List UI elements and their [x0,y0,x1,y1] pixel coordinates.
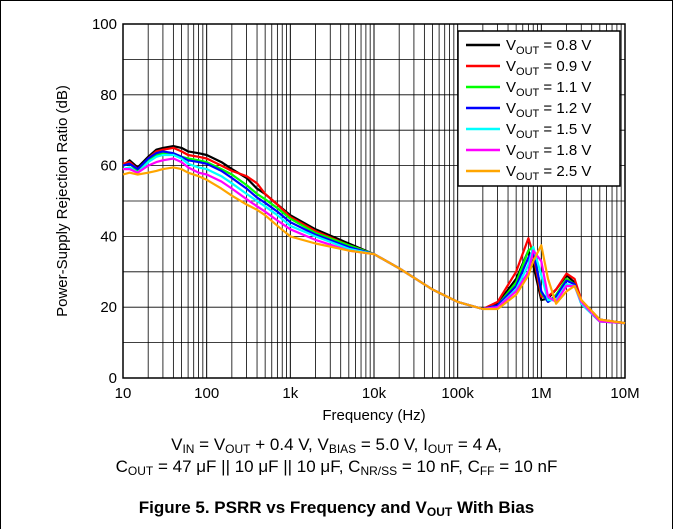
y-tick-label: 0 [109,370,117,387]
legend-label-4: VOUT = 1.5 V [506,121,591,141]
frame-left-border [0,0,1,529]
y-tick-label: 100 [92,16,117,33]
test-conditions-line-1: VIN = VOUT + 0.4 V, VBIAS = 5.0 V, IOUT … [171,435,502,456]
plot-frame [122,23,626,379]
x-tick-label: 1M [531,385,552,402]
series-line-4 [122,153,626,325]
series-line-6 [122,166,626,325]
x-tick-label: 10 [115,385,132,402]
legend-label-2: VOUT = 1.1 V [506,79,591,99]
x-tick-label: 10M [610,385,639,402]
test-conditions-line-2: COUT = 47 μF || 10 μF || 10 μF, CNR/SS =… [115,457,558,478]
legend-label-3: VOUT = 1.2 V [506,100,591,120]
y-tick-label: 60 [100,158,117,175]
x-axis-label: Frequency (Hz) [322,407,425,424]
x-tick-label: 100 [194,385,219,402]
y-tick-label: 80 [100,87,117,104]
figure-title: Figure 5. PSRR vs Frequency and VOUT Wit… [138,498,535,519]
x-tick-label: 100k [441,385,474,402]
legend-label-1: VOUT = 0.9 V [506,58,591,78]
x-tick-label: 10k [362,385,387,402]
series-line-3 [122,150,626,325]
y-tick-label: 20 [100,299,117,316]
legend-label-6: VOUT = 2.5 V [506,163,591,183]
legend-label-5: VOUT = 1.8 V [506,142,591,162]
y-axis-label: Power-Supply Rejection Ratio (dB) [54,85,71,317]
psrr-chart: 10 100 1k 10k 100k 1M 10M 0 20 40 60 80 100 Frequency… [0,0,673,424]
legend-label-0: VOUT = 0.8 V [506,37,591,57]
y-tick-label: 40 [100,228,117,245]
x-tick-label: 1k [282,385,298,402]
series-line-5 [123,157,626,325]
